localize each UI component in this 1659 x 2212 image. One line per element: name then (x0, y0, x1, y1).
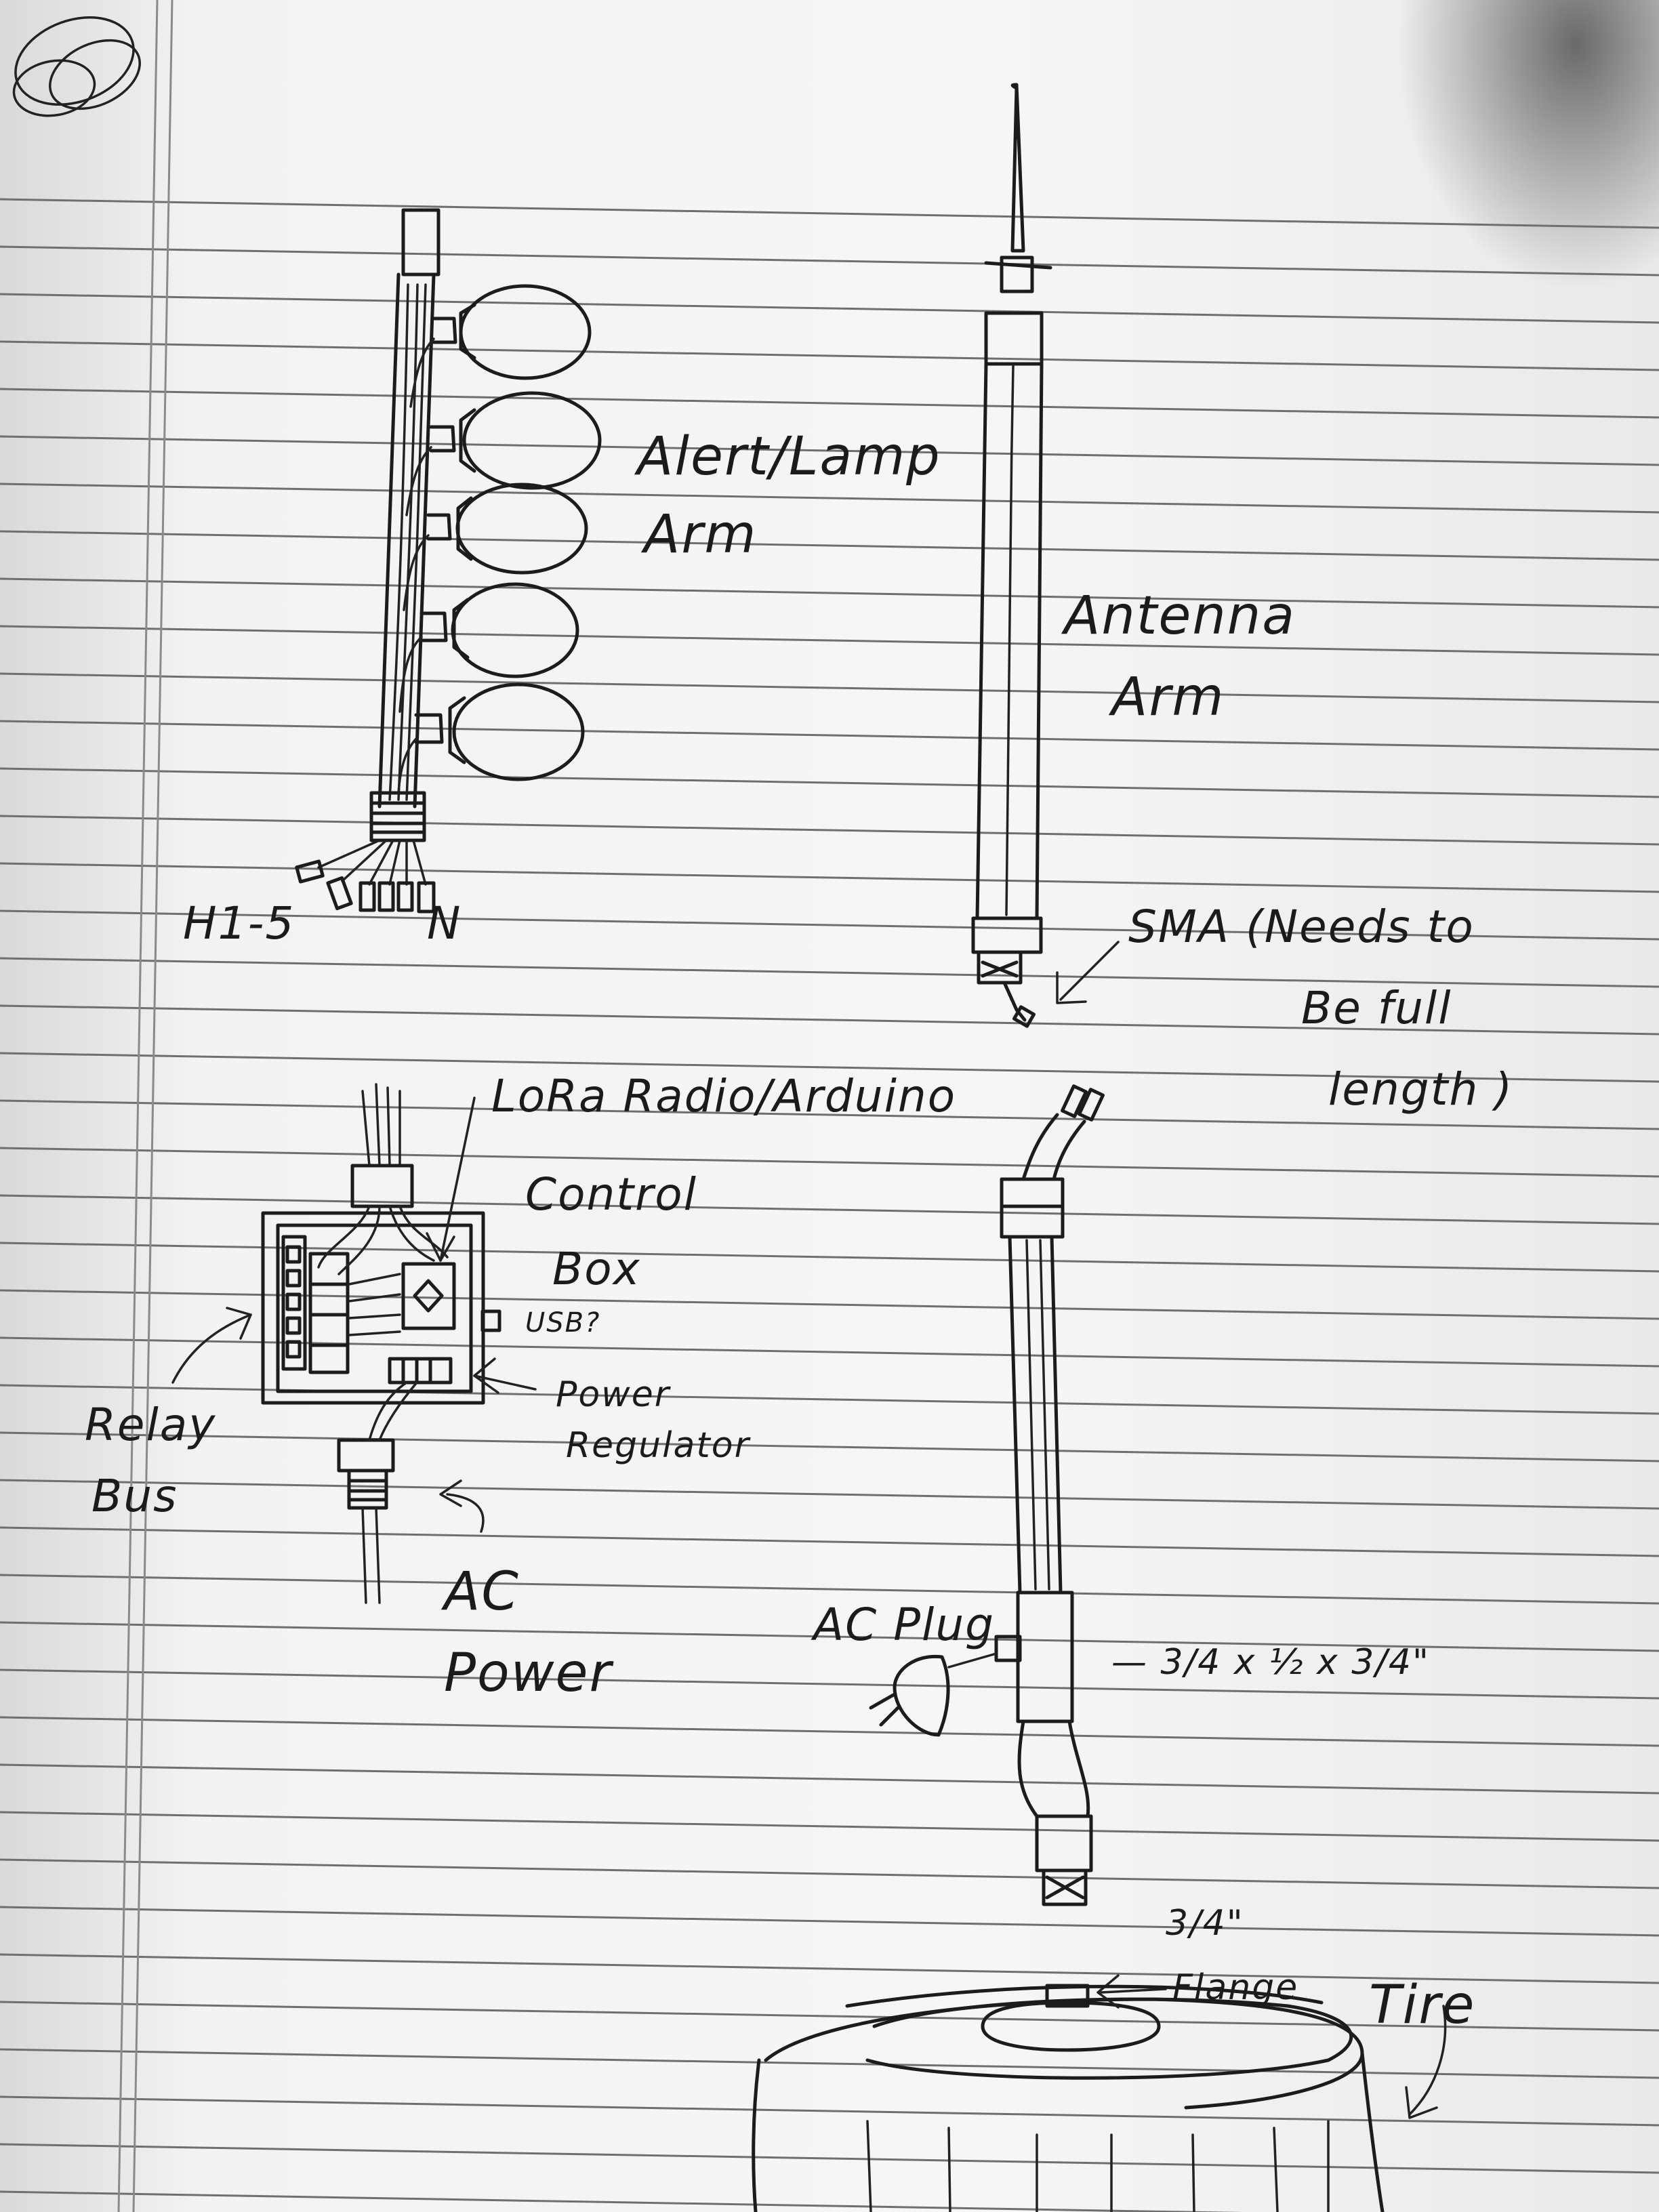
label-full: Be full (1301, 982, 1452, 1034)
label-arm-lamp: Arm (640, 504, 757, 565)
bulb-5 (414, 682, 585, 781)
ruled-line (0, 1194, 1659, 1225)
label-lora: LoRa Radio/Arduino (491, 1070, 956, 1122)
ruled-line (0, 1099, 1659, 1130)
ruled-line (0, 577, 1659, 609)
ruled-line (0, 2143, 1659, 2174)
ruled-line (0, 1004, 1659, 1036)
bulb-1 (432, 284, 592, 380)
lamp-arm-drawing (295, 208, 602, 914)
ruled-line (0, 2001, 1659, 2032)
ruled-line (0, 293, 1659, 324)
ruled-line (0, 1147, 1659, 1178)
label-flange-size: 3/4" (1166, 1903, 1244, 1944)
label-ac: AC (441, 1561, 520, 1622)
label-arm-antenna: Arm (1108, 667, 1225, 728)
ruled-line (0, 862, 1659, 893)
corner-scribble (12, 16, 141, 117)
ruled-line (0, 815, 1659, 846)
label-box: Box (552, 1243, 641, 1295)
ruled-line (0, 1953, 1659, 1984)
ruled-line (0, 1052, 1659, 1083)
label-h1-5: H1-5 (183, 897, 295, 949)
ruled-line (0, 2095, 1659, 2127)
ruled-line (0, 1574, 1659, 1605)
margin-lines (117, 0, 173, 2212)
stand-drawing (752, 1084, 1447, 2212)
ruled-line (0, 1858, 1659, 1889)
ruled-line (0, 1384, 1659, 1415)
ruled-line (0, 388, 1659, 419)
ruled-line (0, 1763, 1659, 1795)
label-tee-size: — 3/4 x ½ x 3/4" (1111, 1642, 1430, 1683)
label-tire: Tire (1369, 1975, 1475, 2036)
ruled-line (0, 1336, 1659, 1368)
label-neutral: N (427, 897, 462, 949)
ruled-line (0, 672, 1659, 703)
ruled-line (0, 957, 1659, 988)
ruled-line (0, 1479, 1659, 1510)
ruled-line (0, 1242, 1659, 1273)
label-alert-lamp: Alert/Lamp (634, 426, 941, 487)
label-sma: SMA (Needs to (1128, 901, 1475, 953)
label-antenna: Antenna (1061, 586, 1296, 647)
ruled-line (0, 767, 1659, 798)
label-relay: Relay (85, 1399, 216, 1451)
ruled-line (0, 909, 1659, 941)
ruled-line (0, 1621, 1659, 1652)
ruled-line (0, 483, 1659, 514)
ruled-line (0, 1431, 1659, 1462)
ruled-line (0, 530, 1659, 561)
ruled-line (0, 2048, 1659, 2079)
label-usb: USB? (525, 1307, 600, 1338)
ruled-line (0, 1716, 1659, 1747)
label-bus: Bus (91, 1470, 178, 1522)
ruled-line (0, 1906, 1659, 1937)
ruled-line (0, 198, 1659, 229)
label-length: length ) (1328, 1063, 1513, 1115)
bulb-3 (426, 483, 588, 575)
label-power: Power (556, 1374, 672, 1415)
label-ac-power: Power (444, 1643, 615, 1704)
label-flange: Flange (1172, 1967, 1298, 2008)
ruled-line (0, 1526, 1659, 1557)
ruled-lines (0, 198, 1659, 2212)
label-control: Control (525, 1168, 697, 1221)
ruled-line (0, 625, 1659, 656)
ruled-line (0, 2190, 1245, 2212)
ruled-line (0, 1811, 1659, 1842)
bulb-2 (429, 391, 602, 490)
label-ac-plug: AC Plug (811, 1599, 995, 1651)
ruled-line (0, 435, 1659, 466)
label-regulator: Regulator (566, 1425, 752, 1466)
control-box-drawing (171, 1083, 537, 1604)
bulb-4 (419, 582, 579, 678)
antenna-arm-drawing (971, 83, 1120, 1028)
ruled-line (0, 1668, 1659, 1700)
ruled-line (0, 720, 1659, 751)
ruled-line (0, 340, 1659, 371)
ruled-line (0, 245, 1659, 276)
